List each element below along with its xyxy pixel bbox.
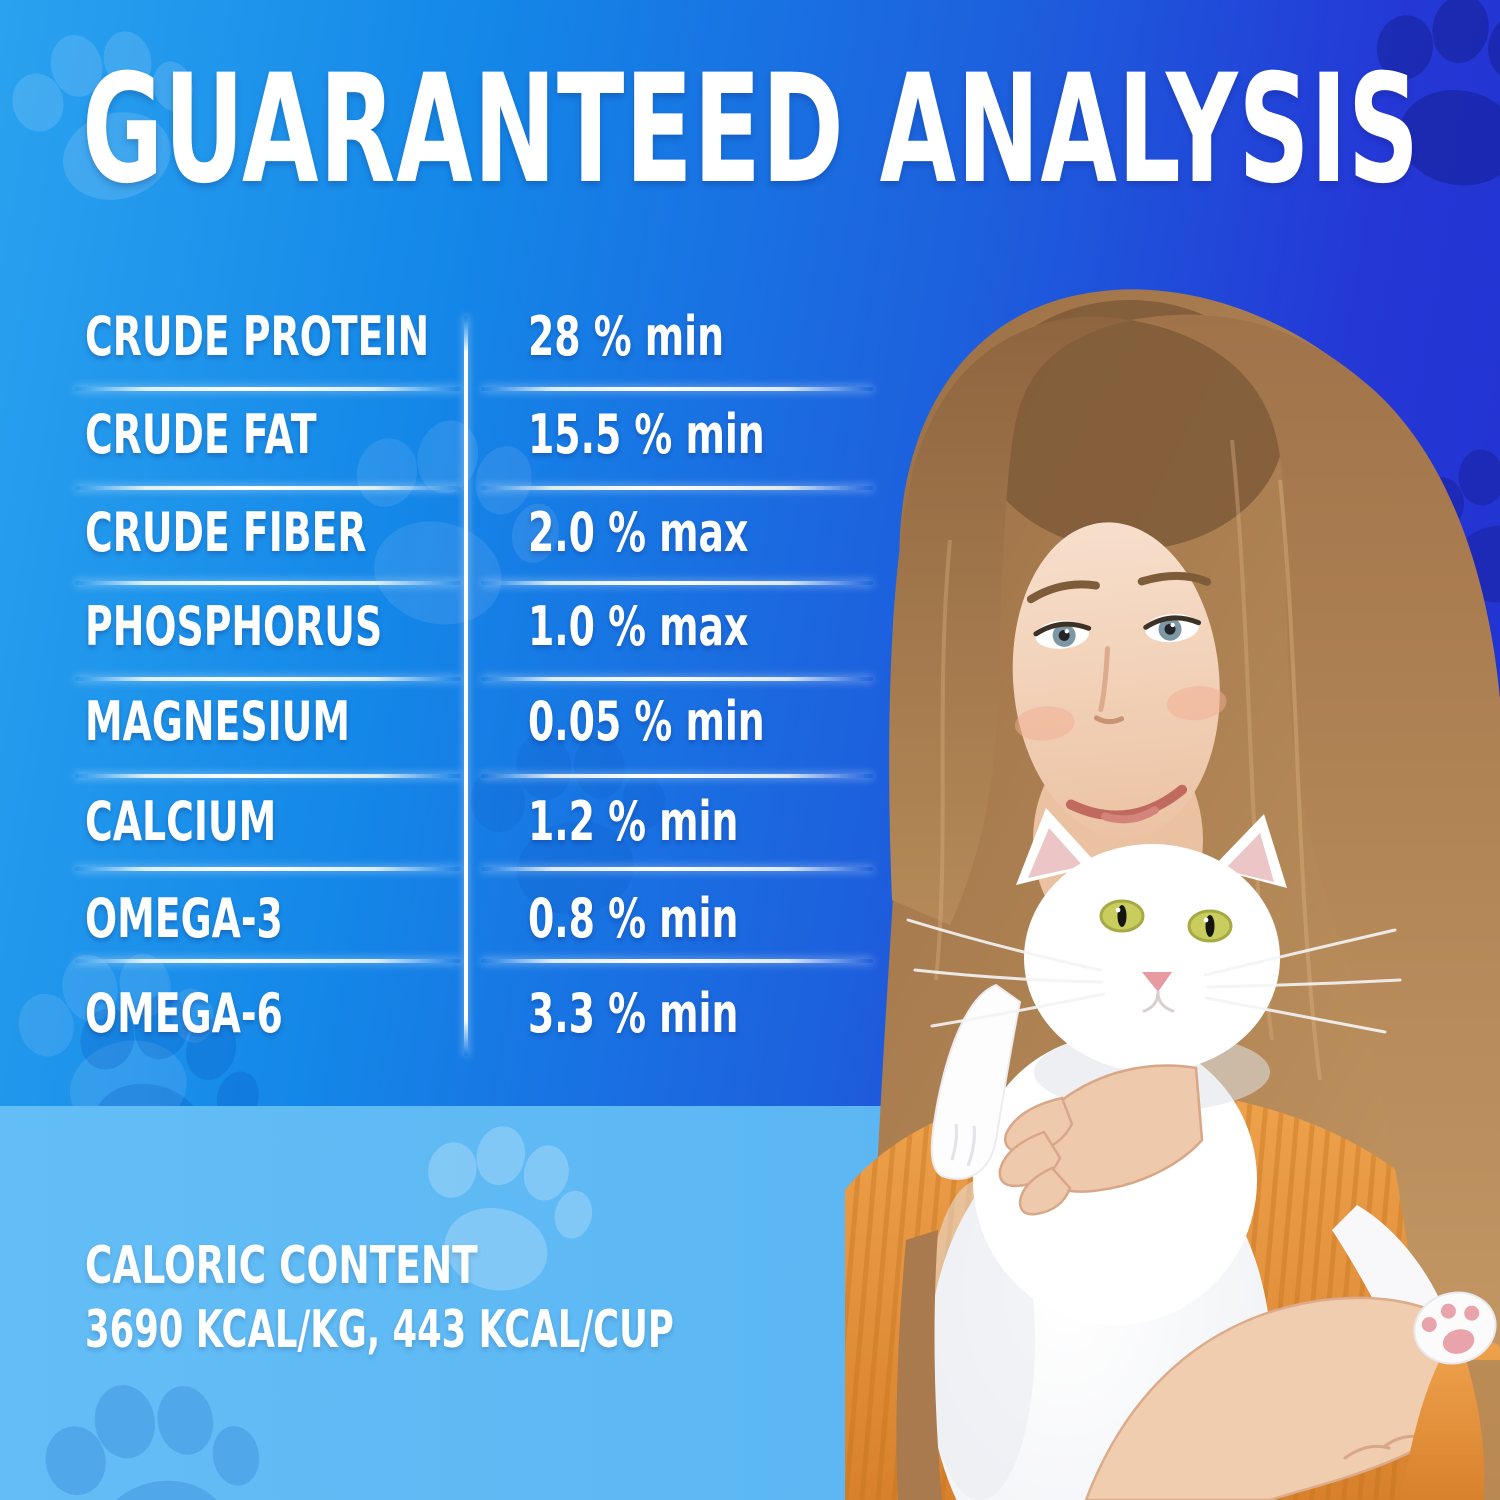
row-divider [75,486,461,490]
analysis-row: CALCIUM 1.2 % min [0,790,820,854]
nutrient-value: 1.0 % max [528,595,749,658]
nutrient-value: 15.5 % min [528,403,765,466]
nutrient-label: OMEGA-3 [85,887,283,950]
analysis-row: CRUDE FAT 15.5 % min [0,403,820,467]
nutrient-value: 2.0 % max [528,501,749,564]
caloric-content-value: 3690 KCAL/KG, 443 KCAL/CUP [85,1300,674,1360]
nutrient-value: 0.05 % min [528,690,765,753]
analysis-row: CRUDE PROTEIN 28 % min [0,305,820,369]
nutrient-label: OMEGA-6 [85,982,283,1045]
nutrient-value: 28 % min [528,305,725,368]
caloric-content-heading: CALORIC CONTENT [85,1236,478,1296]
analysis-row: PHOSPHORUS 1.0 % max [0,595,820,659]
row-divider [75,774,461,778]
row-divider [481,774,873,778]
row-divider [481,581,873,585]
page-title: GUARANTEED ANALYSIS [82,43,1420,217]
analysis-row: OMEGA-3 0.8 % min [0,887,820,951]
nutrient-value: 0.8 % min [528,887,739,950]
nutrient-label: CRUDE FAT [85,403,317,466]
nutrient-label: CRUDE FIBER [85,501,367,564]
row-divider [75,581,461,585]
row-divider [75,387,461,391]
row-divider [75,677,461,681]
row-divider [481,867,873,871]
row-divider [481,387,873,391]
nutrient-label: CALCIUM [85,790,277,853]
nutrient-label: PHOSPHORUS [85,595,383,658]
row-divider [75,867,461,871]
row-divider [481,677,873,681]
nutrient-value: 3.3 % min [528,982,739,1045]
nutrient-value: 1.2 % min [528,790,739,853]
analysis-row: OMEGA-6 3.3 % min [0,982,820,1046]
analysis-row: CRUDE FIBER 2.0 % max [0,501,820,565]
nutrient-label: MAGNESIUM [85,690,350,753]
row-divider [481,959,873,963]
column-divider [464,316,468,1056]
analysis-row: MAGNESIUM 0.05 % min [0,690,820,754]
woman-holding-cat-photo [845,289,1500,1500]
row-divider [481,486,873,490]
row-divider [75,959,461,963]
nutrient-label: CRUDE PROTEIN [85,305,430,368]
